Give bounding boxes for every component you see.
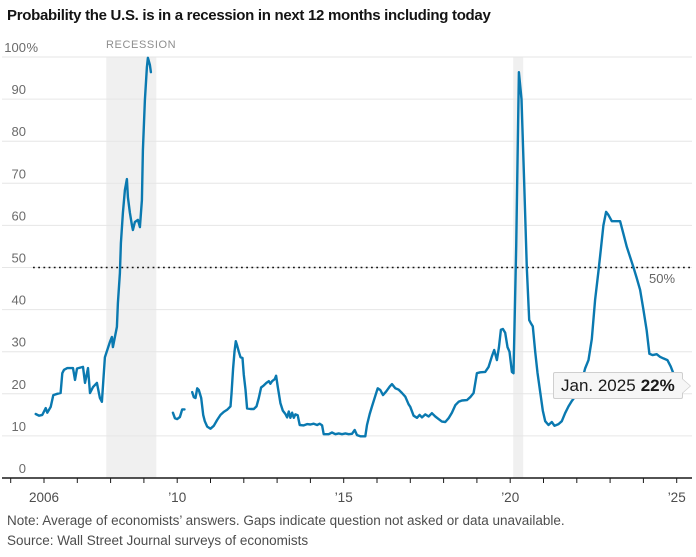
- x-tick-label: ’10: [168, 490, 186, 505]
- y-tick-label: 30: [12, 335, 26, 350]
- callout-value: 22%: [640, 375, 675, 395]
- recession-band-label: RECESSION: [106, 39, 177, 51]
- y-tick-label: 80: [12, 124, 26, 139]
- y-tick-label: 100: [4, 40, 26, 55]
- threshold-50-label: 50%: [649, 271, 676, 286]
- y-tick-label: 50: [12, 251, 26, 266]
- x-tick-label: 2006: [29, 490, 59, 505]
- probability-line: [34, 56, 153, 417]
- y-tick-label: 0: [19, 461, 26, 476]
- chart-source: Source: Wall Street Journal surveys of e…: [7, 533, 309, 548]
- y-tick-label: 40: [12, 293, 26, 308]
- y-tick-label: 90: [12, 82, 26, 97]
- x-tick-label: ’15: [335, 490, 353, 505]
- y-tick-label: 10: [12, 419, 26, 434]
- latest-value-callout: Jan. 2025 22%: [553, 372, 691, 399]
- y-tick-label: 60: [12, 208, 26, 223]
- chart-title: Probability the U.S. is in a recession i…: [7, 7, 491, 24]
- callout-date: Jan. 2025: [561, 375, 636, 395]
- y-tick-label: 70: [12, 166, 26, 181]
- chart-note: Note: Average of economists’ answers. Ga…: [7, 513, 565, 528]
- x-tick-label: ’20: [501, 490, 519, 505]
- probability-line: [171, 408, 186, 421]
- x-tick-label: ’25: [668, 490, 686, 505]
- y-tick-suffix: %: [27, 40, 39, 55]
- y-tick-label: 20: [12, 377, 26, 392]
